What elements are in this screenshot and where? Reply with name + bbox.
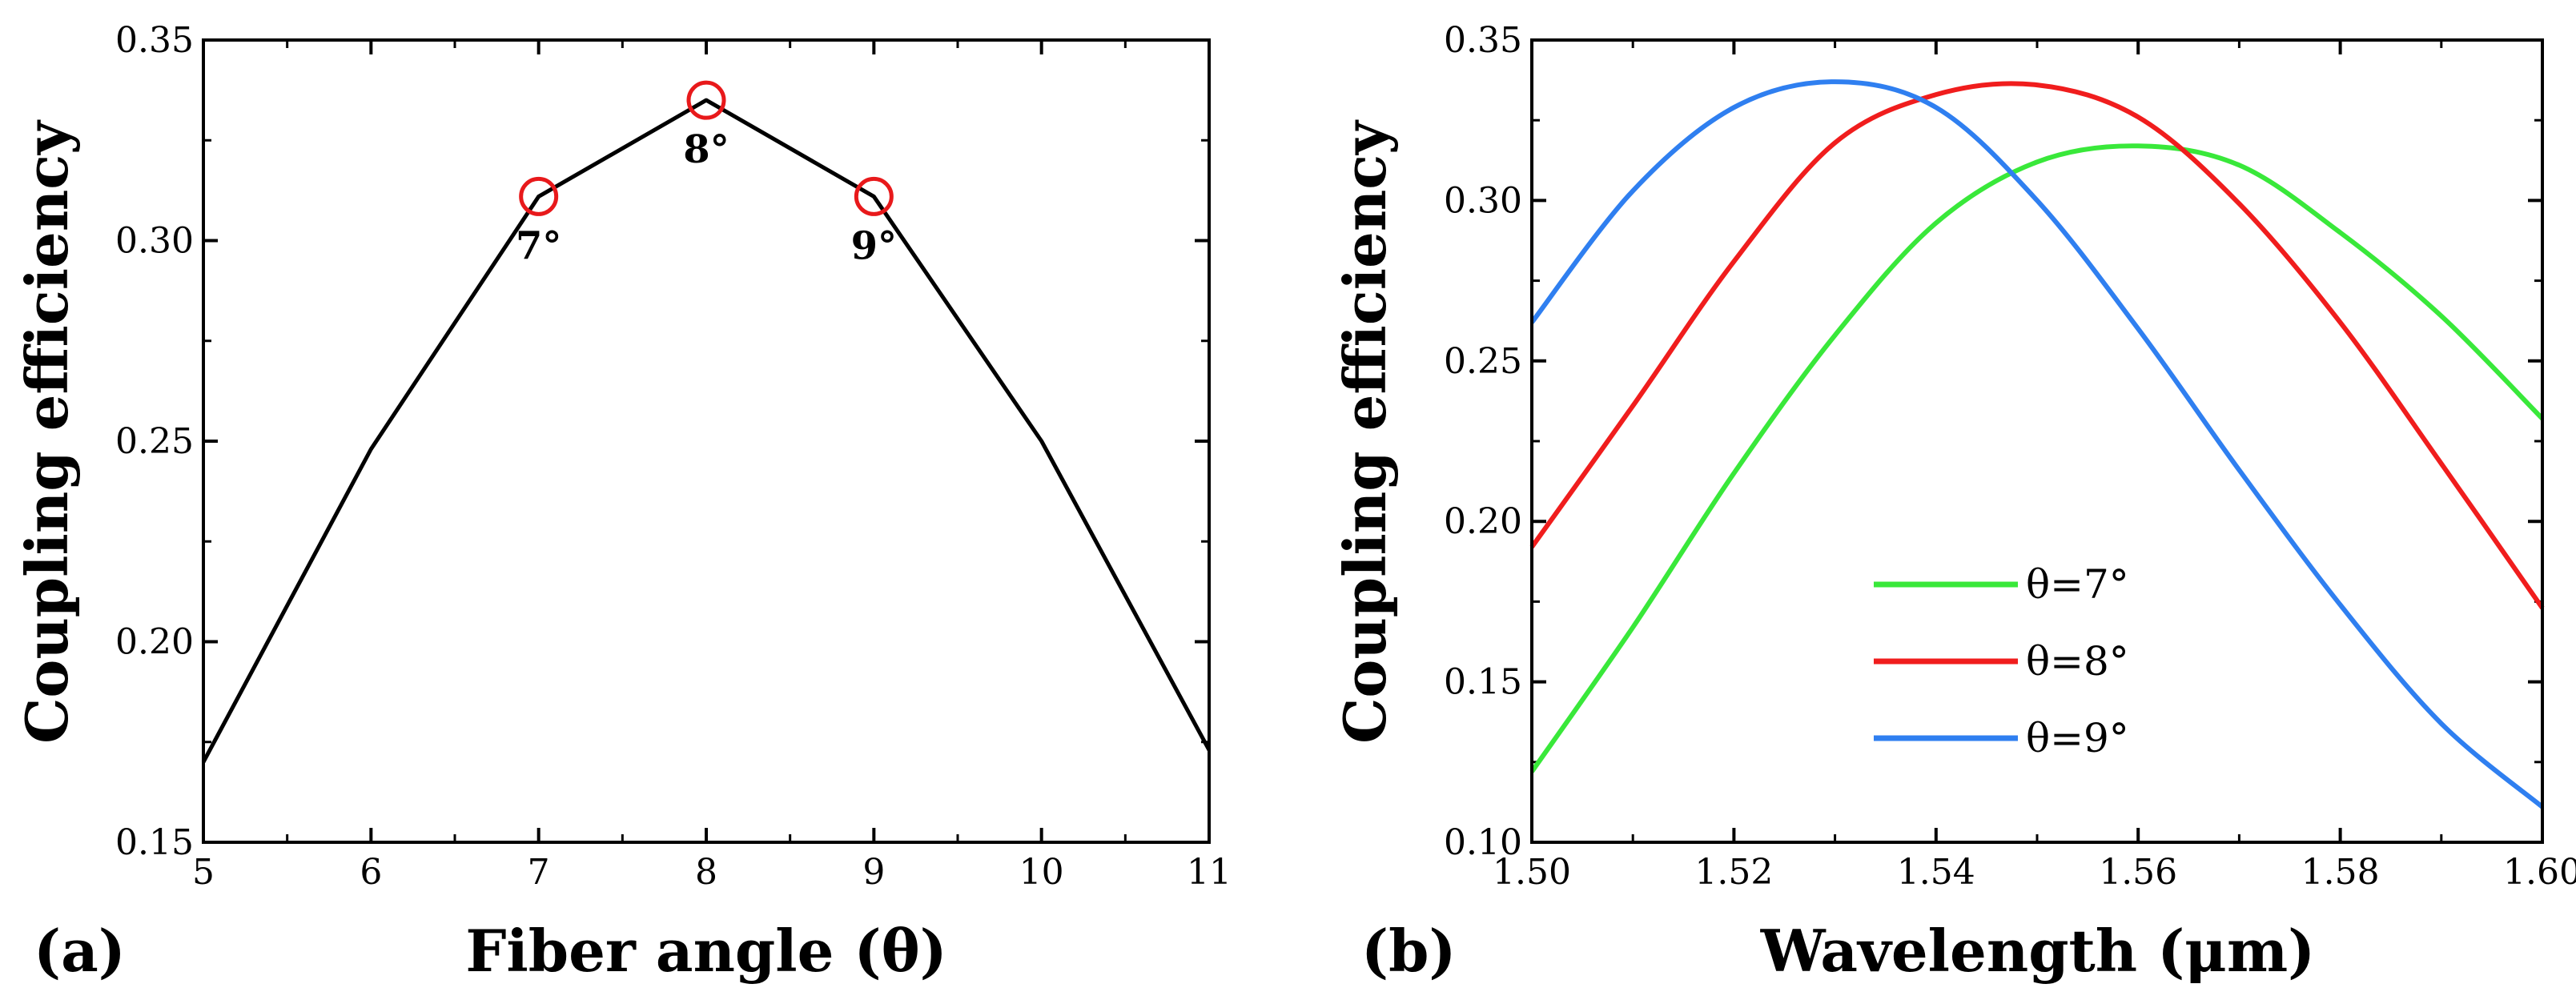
x-tick-label: 1.52	[1694, 852, 1773, 893]
x-tick-label: 1.56	[2099, 852, 2177, 893]
legend-entry: θ=9°	[2026, 715, 2129, 761]
plot-frame	[202, 38, 1211, 844]
y-tick-label: 0.20	[1444, 501, 1522, 542]
x-tick-label: 1.50	[1493, 852, 1571, 893]
plot-frame	[1530, 38, 2544, 844]
y-tick-label: 0.20	[115, 622, 194, 663]
y-tick-label: 0.35	[1444, 20, 1522, 61]
y-tick-label: 0.15	[1444, 662, 1522, 703]
x-tick-label: 10	[1019, 852, 1064, 893]
x-tick-label: 1.54	[1897, 852, 1975, 893]
marker-label: 7°	[516, 223, 561, 268]
x-tick-label: 6	[360, 852, 382, 893]
series-line	[1529, 79, 2544, 809]
series-line	[1529, 81, 2545, 610]
panel-a-ylabel: Coupling efficiency	[13, 119, 81, 744]
legend-entry: θ=7°	[2026, 561, 2129, 608]
y-tick-label: 0.25	[1444, 341, 1522, 382]
x-tick-label: 9	[862, 852, 885, 893]
panel-a-label: (a)	[34, 917, 126, 985]
highlight-marker	[686, 80, 726, 120]
x-tick-label: 1.58	[2301, 852, 2380, 893]
x-tick-label: 1.60	[2503, 852, 2576, 893]
y-tick-label: 0.10	[1444, 822, 1522, 863]
y-tick-label: 0.30	[115, 221, 194, 262]
x-tick-label: 8	[695, 852, 717, 893]
panel-b-xlabel: Wavelength (μm)	[1760, 917, 2315, 985]
highlight-marker	[519, 176, 559, 216]
y-tick-label: 0.30	[1444, 180, 1522, 221]
panel-b: 1.50 1.52 1.54 1.56 1.58 1.60 0.10 0.15 0.20 0.25…	[1444, 20, 2576, 893]
y-tick-label: 0.25	[115, 421, 194, 462]
x-tick-label: 5	[192, 852, 215, 893]
series-line	[201, 98, 1212, 763]
x-tick-label: 11	[1187, 852, 1232, 893]
marker-label: 8°	[683, 127, 729, 172]
y-tick-label: 0.35	[115, 20, 194, 61]
panel-a-xlabel: Fiber angle (θ)	[465, 917, 946, 985]
marker-label: 9°	[851, 223, 897, 268]
panel-b-label: (b)	[1361, 917, 1456, 985]
highlight-marker	[854, 176, 894, 216]
panel-b-ylabel: Coupling efficiency	[1331, 119, 1399, 744]
panel-a: 5 6 7 8 9 10 11 0.15 0.20 0.25 0.30 0.35 7° 8° 9°	[115, 20, 1232, 893]
legend-entry: θ=8°	[2026, 638, 2129, 685]
y-tick-label: 0.15	[115, 822, 194, 863]
x-tick-label: 7	[528, 852, 550, 893]
